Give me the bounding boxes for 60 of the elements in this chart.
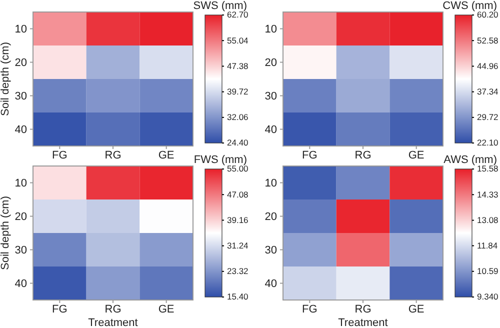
y-tick-label: 40 (14, 278, 27, 290)
color-bar-label: 23.32 (227, 266, 249, 276)
x-axis-title: Treatment (88, 317, 138, 328)
x-tick-label: FG (52, 150, 68, 162)
color-bar-label: 24.40 (227, 138, 249, 148)
y-tick-label: 20 (14, 56, 27, 69)
color-bar-label: 60.20 (477, 10, 499, 20)
x-tick-label: GE (408, 150, 424, 162)
y-tick-label: 10 (14, 23, 27, 36)
color-bar-label: 52.58 (477, 35, 499, 46)
y-tick-label: 20 (264, 56, 277, 69)
x-tick-label: GE (158, 304, 174, 316)
x-tick-label: GE (408, 304, 424, 316)
x-tick-label: FG (302, 150, 318, 162)
color-bar-label: 22.10 (477, 138, 499, 148)
y-tick-label: 40 (264, 124, 277, 136)
color-bar-label: 31.24 (227, 240, 249, 251)
x-tick-label: FG (302, 304, 318, 316)
y-tick-label: 40 (14, 124, 27, 136)
y-tick-label: 10 (264, 23, 277, 36)
x-tick-label: GE (158, 150, 174, 162)
color-bar-label: 13.08 (477, 215, 499, 225)
y-axis-title: Soil depth (cm) (0, 42, 12, 116)
color-bar-label: 62.70 (227, 10, 249, 20)
x-axis-title: Treatment (338, 317, 388, 328)
color-bar-title: FWS (mm) (194, 154, 247, 166)
color-bar-label: 39.72 (227, 86, 249, 97)
color-bar-label: 15.40 (227, 292, 249, 302)
y-tick-label: 40 (264, 278, 277, 290)
color-bar-label: 9.340 (477, 292, 499, 302)
x-tick-label: RG (104, 304, 122, 316)
color-bar-label: 47.38 (227, 60, 249, 71)
color-bar-label: 11.84 (477, 240, 498, 250)
color-bar-title: AWS (mm) (444, 154, 497, 166)
color-bar-label: 15.58 (477, 164, 499, 174)
color-bar-label: 10.59 (477, 266, 499, 276)
y-axis-title: Soil depth (cm) (0, 196, 12, 270)
x-tick-label: RG (354, 150, 372, 162)
y-tick-label: 10 (14, 177, 27, 190)
y-tick-label: 20 (264, 210, 277, 223)
y-tick-label: 30 (264, 90, 277, 102)
x-tick-label: RG (354, 304, 372, 316)
color-bar-label: 29.72 (477, 112, 499, 122)
x-tick-label: RG (104, 150, 122, 162)
y-tick-label: 30 (14, 90, 27, 102)
y-tick-label: 30 (264, 244, 277, 256)
color-bar-label: 32.06 (227, 112, 249, 122)
y-tick-label: 20 (14, 210, 27, 223)
color-bar-title: SWS (mm) (193, 0, 247, 12)
color-bar-label: 37.34 (477, 86, 499, 97)
color-bar-label: 44.96 (477, 60, 499, 71)
color-bar-label: 55.04 (227, 35, 249, 46)
y-tick-label: 30 (14, 244, 27, 256)
color-bar-label: 47.08 (227, 189, 249, 200)
color-bar-title: CWS (mm) (442, 0, 497, 12)
color-bar-label: 14.33 (477, 189, 499, 200)
y-tick-label: 10 (264, 177, 277, 190)
x-tick-label: FG (52, 304, 68, 316)
color-bar-label: 39.16 (227, 214, 249, 225)
color-bar-label: 55.00 (227, 164, 249, 174)
